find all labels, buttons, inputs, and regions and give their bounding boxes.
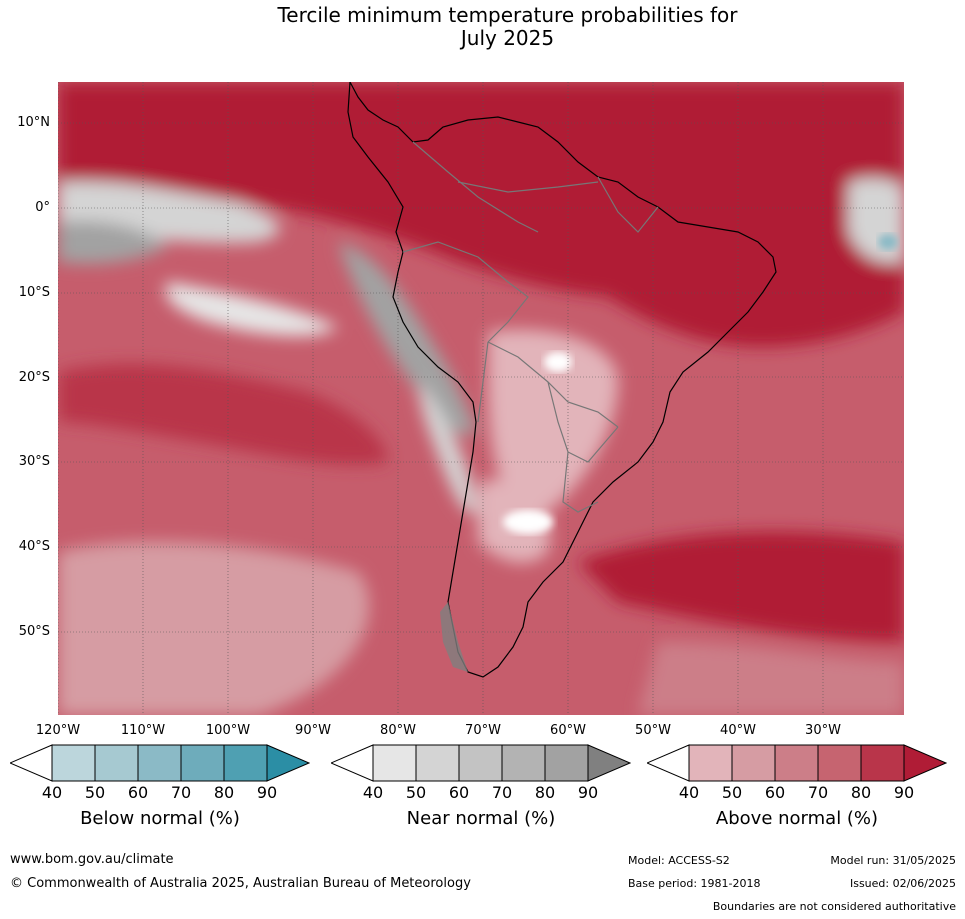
coastline: [347, 82, 777, 678]
title-line-2: July 2025: [460, 26, 555, 50]
map-svg: [58, 82, 904, 715]
cbar-above-5: [860, 744, 905, 782]
chart-title: Tercile minimum temperature probabilitie…: [0, 4, 965, 50]
cbar-above-tick: 70: [807, 783, 829, 802]
lon-label-70w: 70°W: [465, 723, 501, 738]
cbar-above-max: [903, 744, 947, 782]
cbar-near-tick: 80: [534, 783, 556, 802]
cbar-above-4: [817, 744, 862, 782]
cbar-below-tick: 90: [256, 783, 278, 802]
colorbar-above-label: Above normal (%): [715, 808, 879, 829]
lon-label-30w: 30°W: [805, 723, 841, 738]
lat-label-50s: 50°S: [18, 624, 50, 639]
cbar-above-tick: 50: [721, 783, 743, 802]
cbar-below-max: [266, 744, 310, 782]
lat-label-20s: 20°S: [18, 370, 50, 385]
national-borders: [402, 141, 659, 513]
cbar-near-max: [587, 744, 631, 782]
probability-map: [58, 82, 904, 715]
cbar-below-2: [94, 744, 139, 782]
model-run-text: Model run: 31/05/2025: [830, 854, 956, 867]
cbar-above-tick: 60: [764, 783, 786, 802]
cbar-near-4: [501, 744, 546, 782]
white-patch-1: [544, 352, 572, 372]
colorbar-near-normal: [331, 744, 631, 782]
lon-label-50w: 50°W: [635, 723, 671, 738]
cbar-below-4: [180, 744, 225, 782]
base-period-text: Base period: 1981-2018: [628, 877, 761, 890]
lon-label-60w: 60°W: [550, 723, 586, 738]
title-line-1: Tercile minimum temperature probabilitie…: [277, 3, 738, 27]
colorbar-below-label: Below normal (%): [80, 808, 240, 829]
cbar-below-tick: 70: [170, 783, 192, 802]
cbar-above-3: [774, 744, 819, 782]
lon-label-40w: 40°W: [720, 723, 756, 738]
lon-label-120w: 120°W: [35, 723, 81, 738]
cbar-below-min: [10, 744, 53, 782]
lon-label-110w: 110°W: [120, 723, 166, 738]
website-link[interactable]: www.bom.gov.au/climate: [10, 852, 174, 867]
patagonia-grey: [440, 602, 468, 672]
lat-label-30s: 30°S: [18, 454, 50, 469]
colorbar-above-normal: [647, 744, 947, 782]
cbar-above-tick: 90: [893, 783, 915, 802]
lon-label-80w: 80°W: [380, 723, 416, 738]
issued-text: Issued: 02/06/2025: [849, 877, 956, 890]
cbar-near-1: [372, 744, 417, 782]
cbar-above-1: [688, 744, 733, 782]
cbar-above-tick: 40: [678, 783, 700, 802]
colorbar-near-label: Near normal (%): [406, 808, 556, 829]
cbar-below-tick: 40: [41, 783, 63, 802]
cbar-below-tick: 80: [213, 783, 235, 802]
lat-label-10n: 10°N: [17, 115, 50, 130]
probability-field: [58, 82, 904, 715]
cbar-near-tick: 50: [405, 783, 427, 802]
lon-label-100w: 100°W: [205, 723, 251, 738]
cbar-above-2: [731, 744, 776, 782]
lat-label-10s: 10°S: [18, 285, 50, 300]
cbar-near-5: [544, 744, 589, 782]
cbar-above-tick: 80: [850, 783, 872, 802]
cbar-near-tick: 60: [448, 783, 470, 802]
cbar-below-tick: 60: [127, 783, 149, 802]
white-patch-2: [503, 510, 553, 534]
cbar-near-2: [415, 744, 460, 782]
model-text: Model: ACCESS-S2: [628, 854, 730, 867]
cbar-below-5: [223, 744, 268, 782]
cbar-near-tick: 90: [577, 783, 599, 802]
lon-label-90w: 90°W: [295, 723, 331, 738]
colorbar-below-normal: [10, 744, 310, 782]
lat-label-40s: 40°S: [18, 539, 50, 554]
cbar-above-min: [647, 744, 690, 782]
cbar-below-3: [137, 744, 182, 782]
cbar-near-3: [458, 744, 503, 782]
blue-patch: [878, 234, 898, 250]
cbar-below-1: [51, 744, 96, 782]
lat-label-0: 0°: [35, 200, 50, 215]
cbar-near-tick: 70: [491, 783, 513, 802]
cbar-near-tick: 40: [362, 783, 384, 802]
cbar-near-min: [331, 744, 374, 782]
disclaimer-text: Boundaries are not considered authoritat…: [712, 900, 956, 913]
copyright-text: © Commonwealth of Australia 2025, Austra…: [10, 876, 471, 891]
cbar-below-tick: 50: [84, 783, 106, 802]
